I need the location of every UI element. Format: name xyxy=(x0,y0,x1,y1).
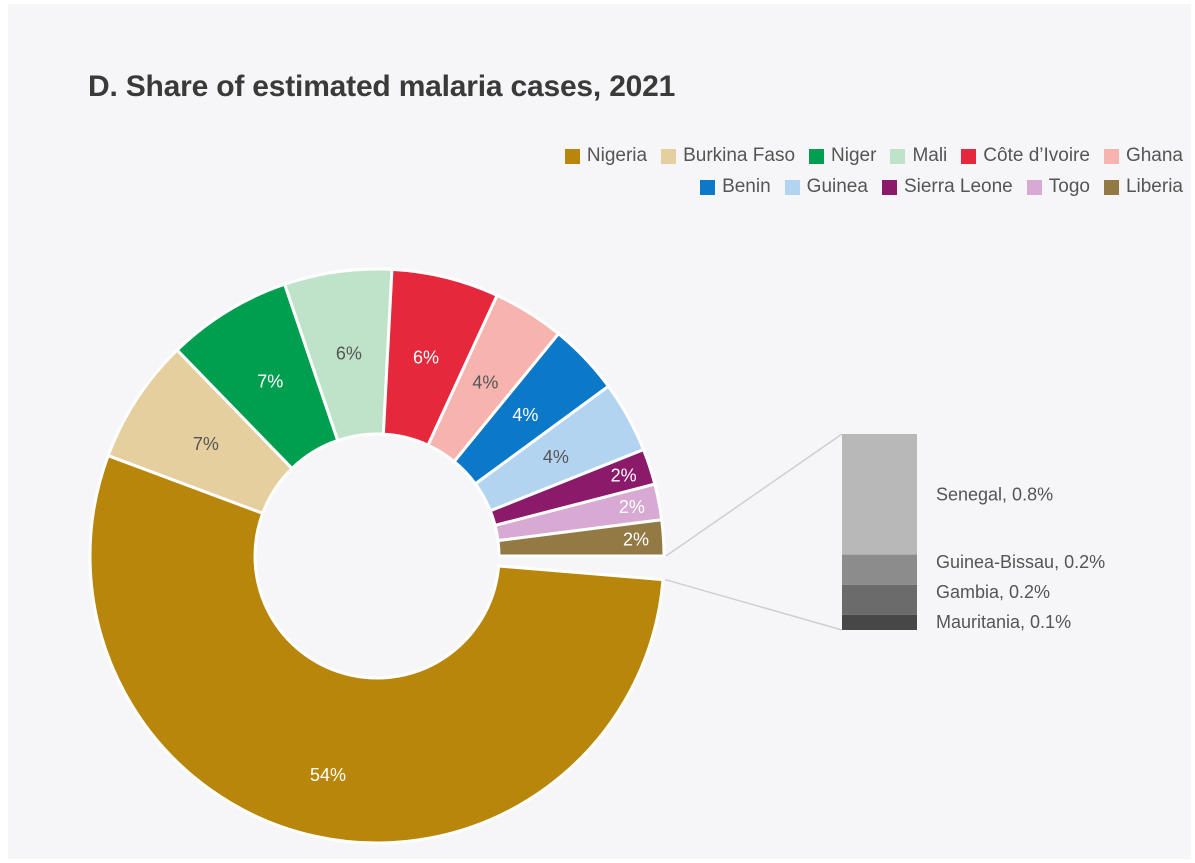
slice-nigeria xyxy=(88,453,665,845)
slice-label-ghana: 4% xyxy=(472,373,498,393)
legend-label-burkina-faso: Burkina Faso xyxy=(683,145,796,166)
legend-swatch-benin xyxy=(700,179,716,195)
bar-segment-mauritania xyxy=(842,614,917,630)
chart-title: D. Share of estimated malaria cases, 202… xyxy=(88,70,676,103)
connector-line-bottom xyxy=(664,578,843,631)
legend-label-ghana: Ghana xyxy=(1125,145,1183,166)
legend-label-liberia: Liberia xyxy=(1125,176,1183,197)
legend-label-sierra-leone: Sierra Leone xyxy=(903,176,1013,197)
legend-item-cote-d-ivoire: Côte d’Ivoire xyxy=(961,145,1090,167)
bar-segment-gambia xyxy=(842,584,917,615)
legend-swatch-guinea xyxy=(784,179,800,195)
legend-item-sierra-leone: Sierra Leone xyxy=(881,176,1013,198)
slice-liberia xyxy=(496,518,666,558)
bar-label-mauritania: Mauritania, 0.1% xyxy=(936,612,1071,632)
legend-row-2: Benin Guinea Sierra Leone Togo Liberia xyxy=(283,176,1183,198)
legend-label-benin: Benin xyxy=(722,176,771,197)
slice-label-sierra-leone: 2% xyxy=(611,465,637,485)
legend-swatch-liberia xyxy=(1103,179,1119,195)
slice-label-mali: 6% xyxy=(336,343,362,363)
bar-segment-guinea-bissau xyxy=(842,554,917,585)
legend-item-benin: Benin xyxy=(700,176,771,198)
legend-swatch-burkina-faso xyxy=(661,148,677,164)
legend-item-mali: Mali xyxy=(890,145,947,167)
legend-label-niger: Niger xyxy=(831,145,877,166)
legend-swatch-nigeria xyxy=(564,148,580,164)
legend-row-1: Nigeria Burkina Faso Niger Mali Côte d’Ivoir… xyxy=(283,145,1183,167)
slice-label-burkina-faso: 7% xyxy=(193,434,219,454)
slice-label-benin: 4% xyxy=(512,405,538,425)
legend-item-nigeria: Nigeria xyxy=(564,145,648,167)
legend-label-togo: Togo xyxy=(1048,176,1090,197)
legend-swatch-niger xyxy=(809,148,825,164)
connector-line-top xyxy=(665,433,843,557)
legend-swatch-sierra-leone xyxy=(881,179,897,195)
legend-item-burkina-faso: Burkina Faso xyxy=(661,145,795,167)
bar-label-guinea-bissau: Guinea-Bissau, 0.2% xyxy=(936,552,1105,572)
legend-item-togo: Togo xyxy=(1026,176,1090,198)
legend-item-guinea: Guinea xyxy=(784,176,868,198)
legend-item-ghana: Ghana xyxy=(1103,145,1183,167)
slice-label-liberia: 2% xyxy=(623,530,649,550)
slice-label-nigeria: 54% xyxy=(310,765,346,785)
legend-label-nigeria: Nigeria xyxy=(586,145,648,166)
slice-label-togo: 2% xyxy=(619,497,645,517)
bar-label-senegal: Senegal, 0.8% xyxy=(936,484,1053,504)
legend-item-liberia: Liberia xyxy=(1103,176,1183,198)
legend-swatch-ghana xyxy=(1103,148,1119,164)
legend-swatch-mali xyxy=(890,148,906,164)
slice-label-niger: 7% xyxy=(257,372,283,392)
legend-item-niger: Niger xyxy=(809,145,876,167)
slice-label-guinea: 4% xyxy=(543,447,569,467)
legend-swatch-cote-d-ivoire xyxy=(961,148,977,164)
legend-label-cote-d-ivoire: Côte d’Ivoire xyxy=(983,145,1090,166)
bar-segment-senegal xyxy=(842,434,917,555)
legend-label-mali: Mali xyxy=(912,145,948,166)
slice-label-cote-d-ivoire: 6% xyxy=(413,347,439,367)
bar-label-gambia: Gambia, 0.2% xyxy=(936,582,1050,602)
legend-label-guinea: Guinea xyxy=(806,176,868,197)
legend-swatch-togo xyxy=(1026,179,1042,195)
